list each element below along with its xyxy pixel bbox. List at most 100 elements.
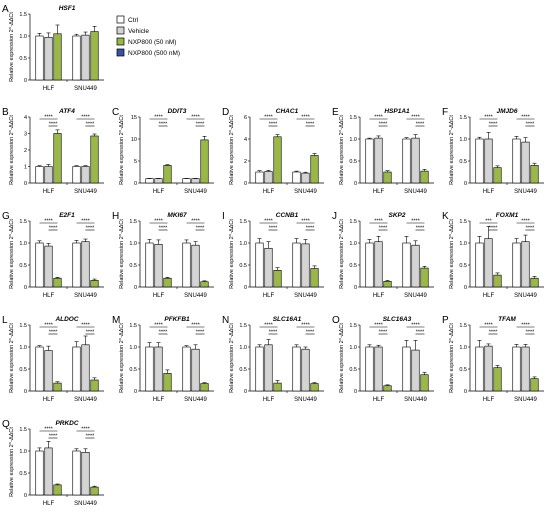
panel-title: ALDOC	[54, 316, 78, 323]
panel-F: F JMJD6 Relative expression 2^-ΔΔCt 0 0.5 1.0…	[442, 107, 544, 195]
x-tick-label: HLF	[43, 86, 55, 92]
sig-label: ****	[411, 323, 420, 329]
bar	[420, 374, 429, 392]
bar	[383, 280, 392, 288]
bar	[35, 242, 44, 288]
sig-label: ****	[264, 323, 273, 329]
bar	[493, 274, 502, 288]
y-axis-label: Relative expression 2^-ΔΔCt	[339, 219, 345, 289]
bar	[145, 242, 154, 288]
bar	[154, 178, 163, 184]
y-tick-label: 0	[464, 181, 467, 187]
y-tick-label: 0.5	[459, 263, 467, 269]
bar	[365, 242, 374, 288]
sig-label: ****	[191, 323, 200, 329]
bar	[374, 241, 383, 288]
x-tick-label: SNU449	[74, 86, 97, 92]
y-tick-label: 1.5	[129, 323, 137, 329]
sig-label: ****	[526, 122, 535, 128]
y-tick-label: 1.5	[349, 115, 357, 121]
sig-label: ****	[301, 219, 310, 225]
bar	[182, 242, 191, 288]
x-tick-label: HLF	[43, 293, 55, 299]
y-tick-label: 0	[354, 285, 357, 291]
y-tick-label: 1.0	[239, 345, 247, 351]
panel-title: PFKFB1	[164, 316, 190, 323]
sig-label: ****	[191, 219, 200, 225]
sig-label: ****	[159, 122, 168, 128]
sig-label: ****	[306, 330, 315, 336]
y-axis-label: Relative expression 2^-ΔΔCt	[9, 12, 15, 82]
x-tick-label: HLF	[373, 293, 385, 299]
y-tick-label: 0	[24, 78, 27, 84]
y-tick-label: 4	[244, 137, 247, 143]
bar	[273, 382, 282, 392]
y-axis-label: Relative expression 2^-ΔΔCt	[229, 219, 235, 289]
y-tick-label: 0.5	[129, 367, 137, 373]
bar	[182, 346, 191, 392]
bar	[484, 138, 493, 184]
panel-title: SLC16A1	[273, 316, 302, 323]
panel-title: FOXM1	[496, 212, 519, 219]
bar	[530, 277, 539, 288]
sig-label: ****	[374, 115, 383, 121]
bar	[44, 447, 53, 496]
bar	[35, 166, 44, 184]
y-tick-label: 1.5	[459, 219, 467, 225]
legend-swatch	[116, 48, 125, 57]
bar	[200, 383, 209, 392]
x-tick-label: SNU449	[74, 501, 97, 507]
y-tick-label: 1.0	[349, 345, 357, 351]
bar	[292, 171, 301, 184]
panel-B: B ATF4 Relative expression 2^-ΔΔCt 0 1 2 3 4 HLF…	[2, 107, 104, 195]
panel-L: L ALDOC Relative expression 2^-ΔΔCt 0 0.5 1.0…	[2, 315, 104, 403]
panel-title: JMJD6	[497, 108, 518, 115]
sig-label: ****	[269, 122, 278, 128]
bar	[35, 35, 44, 81]
y-tick-label: 0.5	[349, 367, 357, 373]
y-axis-label: Relative expression 2^-ΔΔCt	[9, 115, 15, 185]
y-tick-label: 1.0	[239, 241, 247, 247]
panel-letter: B	[2, 107, 9, 118]
y-tick-label: 0.5	[239, 367, 247, 373]
panel-title: DDIT3	[168, 108, 187, 115]
bar	[81, 241, 90, 288]
y-tick-label: 0.5	[19, 56, 27, 62]
x-tick-label: HLF	[43, 501, 55, 507]
y-tick-label: 0	[354, 181, 357, 187]
bar	[90, 135, 99, 184]
panel-title: HSP1A1	[384, 108, 410, 115]
bar	[81, 452, 90, 496]
y-tick-label: 1.0	[19, 345, 27, 351]
y-axis-label: Relative expression 2^-ΔΔCt	[9, 323, 15, 393]
x-tick-label: HLF	[483, 293, 495, 299]
sig-label: ****	[379, 122, 388, 128]
legend-swatch	[116, 37, 125, 46]
panel-K: K FOXM1 Relative expression 2^-ΔΔCt 0 0.5 1.0…	[442, 211, 544, 299]
x-tick-label: HLF	[153, 189, 165, 195]
bar	[521, 241, 530, 288]
y-tick-label: 0.5	[19, 471, 27, 477]
legend-swatch	[116, 15, 125, 24]
y-axis-label: Relative expression 2^-ΔΔCt	[119, 219, 125, 289]
bar	[255, 346, 264, 392]
panel-letter: M	[112, 315, 120, 326]
bar	[163, 165, 172, 184]
sig-label: ****	[521, 219, 530, 225]
x-tick-label: SNU449	[294, 293, 317, 299]
panel-A: A HSF1 Relative expression 2^-ΔΔCt 0 0.5 1.0 1…	[2, 4, 104, 92]
x-tick-label: HLF	[373, 397, 385, 403]
bar	[264, 171, 273, 184]
bar	[200, 139, 209, 184]
sig-label: ****	[49, 330, 58, 336]
y-tick-label: 1	[24, 165, 27, 171]
bar	[255, 171, 264, 184]
y-axis-label: Relative expression 2^-ΔΔCt	[339, 115, 345, 185]
y-tick-label: 0	[134, 389, 137, 395]
bar	[255, 242, 264, 288]
y-tick-label: 0	[464, 389, 467, 395]
y-axis-label: Relative expression 2^-ΔΔCt	[229, 323, 235, 393]
bar	[365, 138, 374, 184]
bar	[310, 268, 319, 288]
bar	[310, 383, 319, 392]
